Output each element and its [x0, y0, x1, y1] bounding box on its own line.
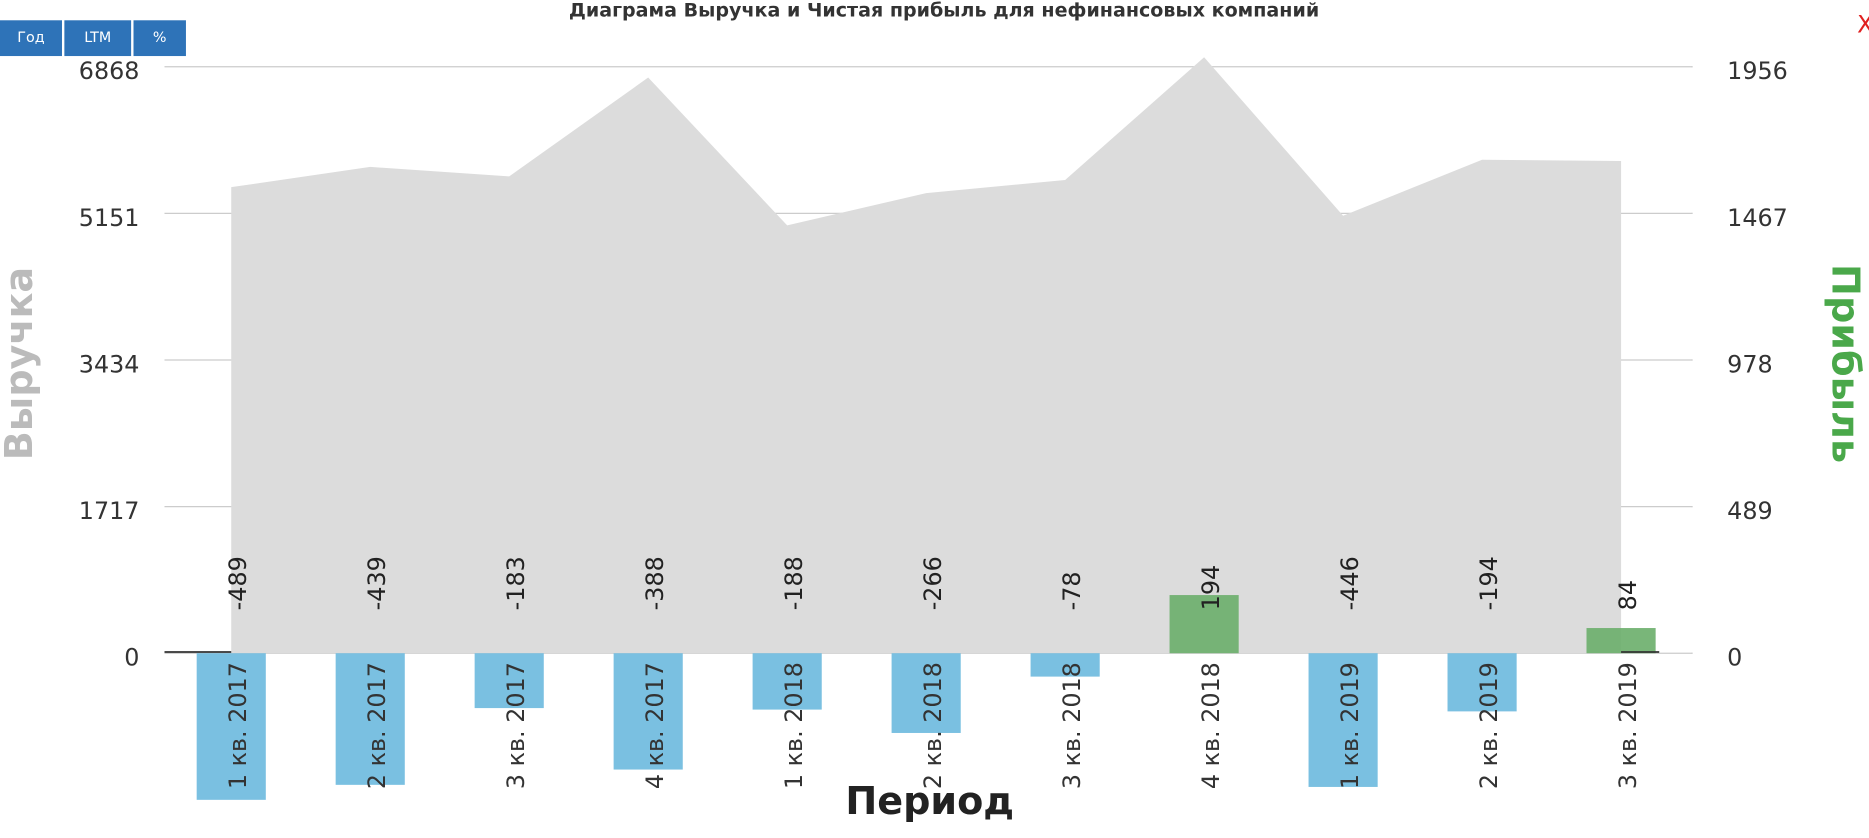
y2-tick-label: 978 — [1727, 350, 1772, 378]
profit-bar — [474, 653, 544, 709]
x-tick-label: 2 кв. 2017 — [363, 662, 391, 789]
bar-value-label: -78 — [1058, 571, 1086, 610]
y-tick-label: 3434 — [79, 350, 140, 378]
bar-value-label: -188 — [780, 556, 808, 610]
x-tick-label: 1 кв. 2017 — [224, 662, 252, 789]
y-tick-label: 5151 — [79, 204, 140, 232]
button-bg[interactable] — [133, 20, 186, 57]
bar-value-label: -266 — [919, 556, 947, 610]
profit-bar — [335, 653, 405, 785]
profit-bar — [1169, 595, 1239, 654]
profit-bar — [1447, 653, 1517, 712]
bar-value-label: -388 — [641, 556, 669, 610]
button-percent[interactable]: % — [153, 30, 167, 46]
profit-bar — [196, 653, 266, 800]
x-tick-label: 1 кв. 2019 — [1336, 662, 1364, 789]
x-tick-label: 2 кв. 2019 — [1475, 662, 1503, 789]
x-axis-title: Период — [845, 779, 1014, 823]
bar-value-label: -439 — [363, 556, 391, 610]
button-ltm[interactable]: LTM — [84, 30, 111, 46]
button-bg[interactable] — [0, 20, 62, 57]
y2-tick-label: 1956 — [1727, 57, 1788, 85]
profit-bar — [1030, 653, 1100, 677]
profit-bar — [1308, 653, 1378, 787]
x-tick-label: 4 кв. 2017 — [641, 662, 669, 789]
profit-bar — [613, 653, 683, 770]
bar-value-label: 194 — [1197, 565, 1225, 610]
y-tick-label: 1717 — [79, 497, 140, 525]
x-tick-label: 1 кв. 2018 — [780, 662, 808, 789]
revenue-area — [231, 57, 1622, 654]
y2-axis-title: Прибыль — [1823, 264, 1867, 463]
x-tick-label: 3 кв. 2017 — [502, 662, 530, 789]
x-tick-label: 4 кв. 2018 — [1197, 662, 1225, 789]
x-tick-label: 2 кв. 2018 — [919, 662, 947, 789]
bar-value-label: 84 — [1614, 580, 1642, 610]
chart-title: Диаграма Выручка и Чистая прибыль для не… — [569, 0, 1319, 21]
x-tick-label: 3 кв. 2019 — [1614, 662, 1642, 789]
button-year[interactable]: Год — [17, 30, 44, 46]
y-axis-title: Выручка — [0, 267, 41, 460]
bar-value-label: -183 — [502, 556, 530, 610]
bar-value-label: -194 — [1475, 556, 1503, 610]
plot: 0 1717 3434 5151 6868 0 489 978 1467 1956 -489 -439… — [79, 57, 1788, 800]
y2-tick-label: 0 — [1727, 644, 1742, 672]
profit-bar — [752, 653, 822, 710]
profit-bar — [891, 653, 961, 733]
y2-tick-label: 489 — [1727, 497, 1772, 525]
x-tick-label: 3 кв. 2018 — [1058, 662, 1086, 789]
toolbar: Год LTM % — [0, 20, 186, 57]
bar-value-label: -446 — [1336, 556, 1364, 610]
y-tick-label: 0 — [124, 644, 139, 672]
y-tick-label: 6868 — [79, 57, 140, 85]
profit-bar — [1586, 628, 1656, 654]
y2-tick-label: 1467 — [1727, 204, 1788, 232]
button-bg[interactable] — [64, 20, 132, 57]
close-button[interactable]: X — [1857, 11, 1869, 39]
bar-value-label: -489 — [224, 556, 252, 610]
